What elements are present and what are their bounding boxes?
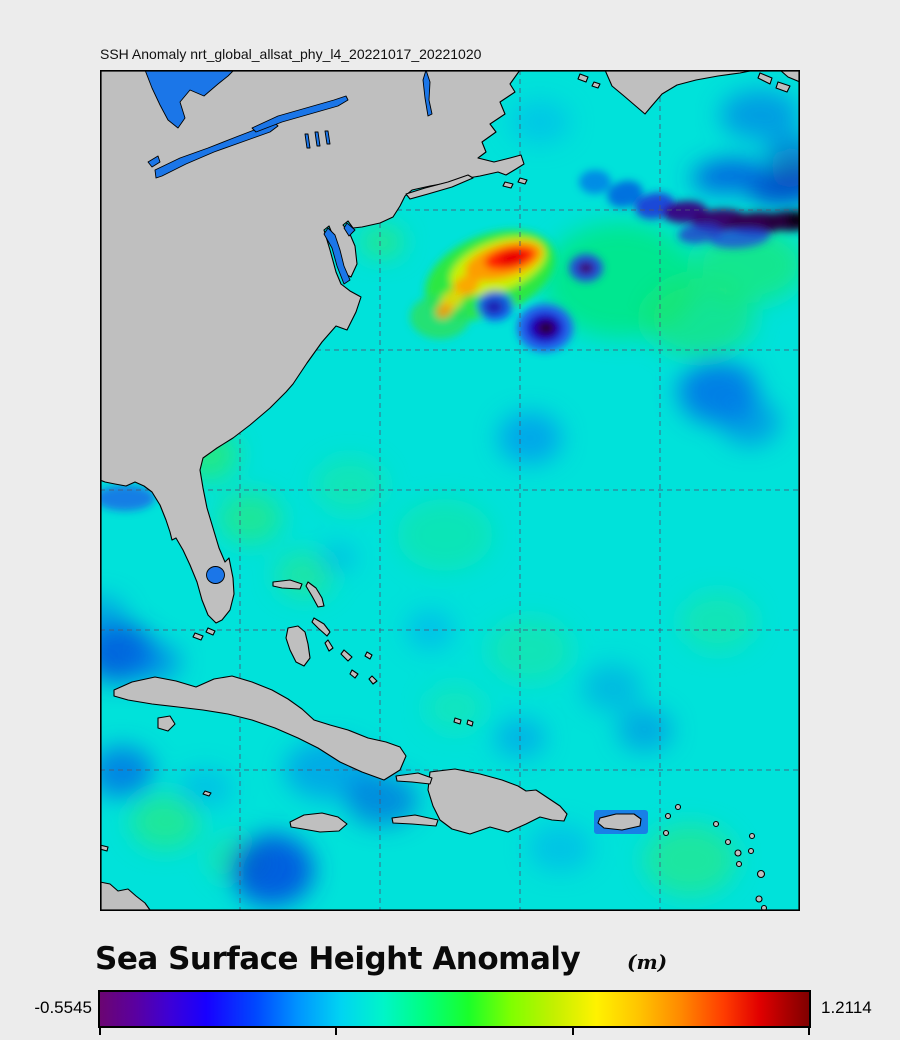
chesapeake-bay — [323, 227, 351, 285]
island-isle-of-youth — [157, 715, 176, 732]
lake-erie — [154, 121, 279, 179]
land-layer — [100, 70, 800, 911]
island-bay-islands — [100, 844, 109, 852]
lake-erie-west — [147, 155, 161, 168]
map-border — [100, 70, 800, 911]
map-svg — [100, 70, 800, 911]
colorbar-min-label: -0.5545 — [34, 998, 92, 1017]
ssh-field-eddy-layer — [100, 170, 800, 511]
island-san-salvador — [364, 651, 373, 660]
figure-heading: Sea Surface Height Anomaly — [95, 941, 581, 977]
land-top-right-corner — [779, 70, 800, 83]
island-cape-breton — [757, 72, 773, 85]
island-puerto-rico — [597, 813, 642, 831]
land-north-america — [100, 70, 525, 624]
peninsula-haiti-north — [395, 772, 433, 785]
island-cayman — [202, 790, 212, 797]
lake-okeechobee — [206, 566, 225, 584]
map-title: SSH Anomaly nrt_global_allsat_phy_l4_202… — [100, 46, 482, 62]
island-long-island — [405, 174, 474, 200]
island-florida-keys-1 — [192, 632, 204, 641]
lake-ontario — [251, 95, 349, 133]
colorbar-tick — [335, 1026, 338, 1035]
lake-champlain — [422, 70, 433, 117]
units-label: (m) — [627, 950, 668, 974]
colorbar-gradient — [98, 990, 811, 1035]
finger-lake-1 — [304, 133, 311, 149]
island-long-bahama — [340, 649, 353, 662]
island-florida-keys-2 — [205, 627, 216, 636]
island-maine-coast — [591, 81, 601, 89]
delaware-bay — [343, 222, 356, 237]
island-cat — [324, 639, 334, 652]
island-abaco — [305, 581, 325, 608]
lesser-antilles — [662, 803, 768, 911]
land-central-america — [100, 881, 151, 911]
island-crooked — [349, 669, 359, 679]
island-inagua — [368, 675, 378, 685]
colorbar-tick — [808, 1026, 810, 1035]
island-caicos — [466, 719, 474, 727]
island-grand-bahama — [272, 579, 303, 590]
colorbar-tick — [99, 1026, 101, 1035]
peninsula-haiti-south — [391, 814, 439, 827]
island-cuba — [113, 675, 407, 781]
island-hispaniola — [427, 768, 568, 835]
finger-lake-2 — [314, 131, 321, 147]
colorbar-tick — [571, 1026, 574, 1035]
island-pei — [775, 81, 791, 93]
island-turks — [453, 717, 462, 725]
island-nantucket — [517, 177, 528, 185]
ssh-anomaly-map — [100, 70, 800, 911]
lakes-layer — [144, 70, 433, 584]
lake-huron-michigan — [144, 70, 235, 129]
land-nova-scotia — [604, 70, 756, 115]
island-marthas-vineyard — [502, 181, 514, 189]
island-jamaica — [289, 812, 348, 833]
colorbar-max-label: 1.2114 — [821, 998, 872, 1017]
island-grand-manan — [577, 73, 589, 83]
island-andros — [285, 625, 311, 667]
finger-lake-3 — [324, 130, 331, 145]
island-eleuthera — [311, 617, 331, 637]
